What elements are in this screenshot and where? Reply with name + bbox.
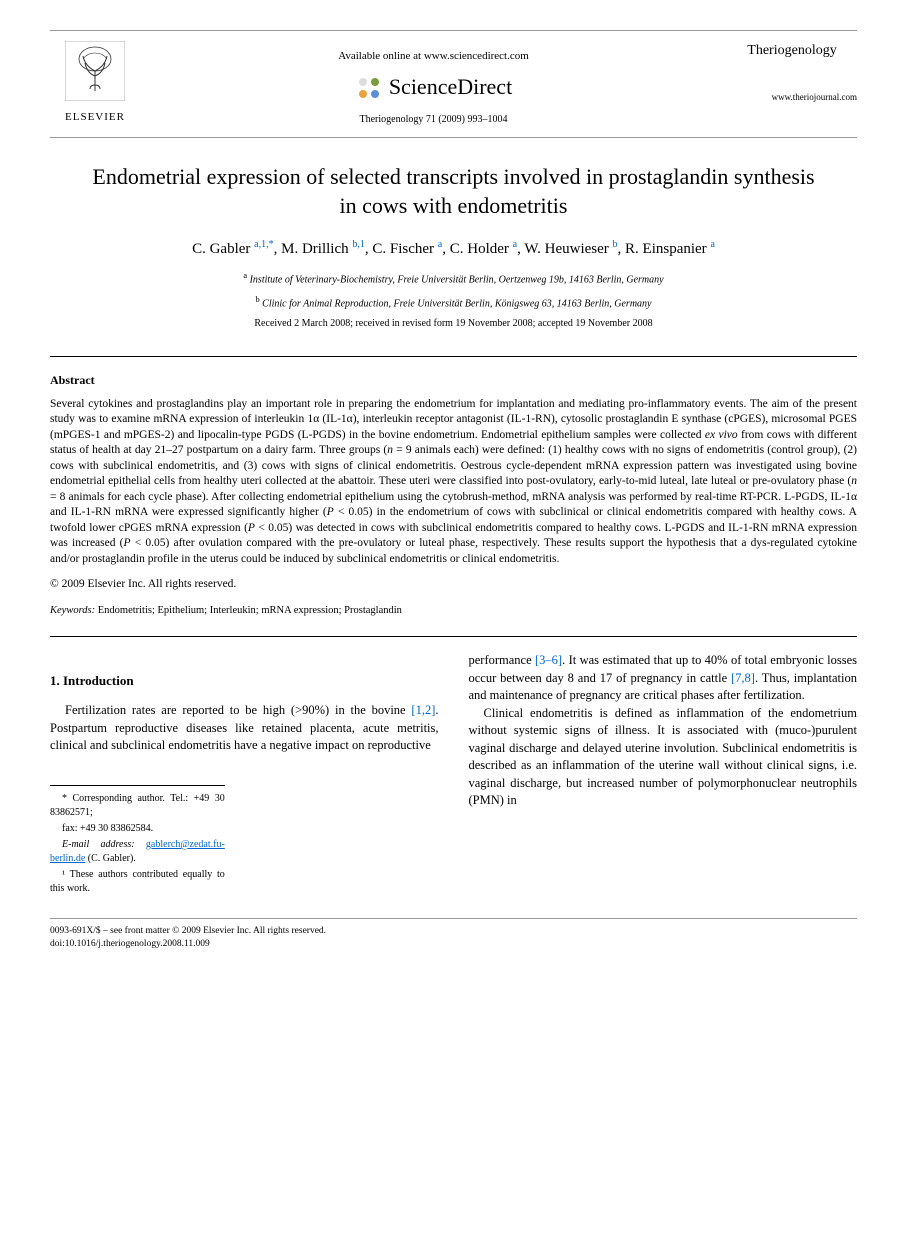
keywords-label: Keywords: bbox=[50, 605, 95, 616]
affiliation-a: a Institute of Veterinary-Biochemistry, … bbox=[50, 270, 857, 287]
body-columns: 1. Introduction Fertilization rates are … bbox=[50, 652, 857, 898]
article-dates: Received 2 March 2008; received in revis… bbox=[50, 317, 857, 331]
citation-line: Theriogenology 71 (2009) 993–1004 bbox=[140, 113, 727, 127]
keywords-values: Endometritis; Epithelium; Interleukin; m… bbox=[98, 605, 402, 616]
journal-box: Theriogenology www.theriojournal.com bbox=[727, 41, 857, 103]
abstract-heading: Abstract bbox=[50, 372, 857, 389]
journal-header: ELSEVIER Available online at www.science… bbox=[50, 30, 857, 138]
affil-b-text: Clinic for Animal Reproduction, Freie Un… bbox=[262, 298, 651, 309]
page-footer: 0093-691X/$ – see front matter © 2009 El… bbox=[50, 918, 857, 952]
publisher-name: ELSEVIER bbox=[50, 110, 140, 125]
corresponding-author: * Corresponding author. Tel.: +49 30 838… bbox=[50, 792, 225, 820]
journal-name: Theriogenology bbox=[727, 41, 857, 61]
keywords-line: Keywords: Endometritis; Epithelium; Inte… bbox=[50, 604, 857, 619]
equal-contribution-note: ¹ These authors contributed equally to t… bbox=[50, 868, 225, 896]
intro-p1: Fertilization rates are reported to be h… bbox=[50, 702, 439, 755]
author-list: C. Gabler a,1,*, M. Drillich b,1, C. Fis… bbox=[50, 238, 857, 260]
email-line: E-mail address: gablerch@zedat.fu-berlin… bbox=[50, 838, 225, 866]
right-column: performance [3–6]. It was estimated that… bbox=[469, 652, 858, 898]
available-online-text: Available online at www.sciencedirect.co… bbox=[140, 49, 727, 64]
article-title: Endometrial expression of selected trans… bbox=[90, 163, 817, 220]
sciencedirect-icon bbox=[355, 74, 383, 102]
sciencedirect-logo: ScienceDirect bbox=[140, 72, 727, 103]
footer-left-text: 0093-691X/$ – see front matter © 2009 El… bbox=[50, 925, 326, 938]
intro-heading: 1. Introduction bbox=[50, 672, 439, 690]
elsevier-tree-icon bbox=[65, 41, 125, 101]
divider-top bbox=[50, 356, 857, 357]
abstract-body: Several cytokines and prostaglandins pla… bbox=[50, 397, 857, 568]
footer-copyright: 0093-691X/$ – see front matter © 2009 El… bbox=[50, 925, 326, 952]
doi-line: doi:10.1016/j.theriogenology.2008.11.009 bbox=[50, 938, 326, 951]
copyright-line: © 2009 Elsevier Inc. All rights reserved… bbox=[50, 576, 857, 592]
left-column: 1. Introduction Fertilization rates are … bbox=[50, 652, 439, 898]
intro-p1-cont: performance [3–6]. It was estimated that… bbox=[469, 652, 858, 705]
divider-bottom bbox=[50, 636, 857, 637]
affiliation-b: b Clinic for Animal Reproduction, Freie … bbox=[50, 294, 857, 311]
fax-line: fax: +49 30 83862584. bbox=[50, 822, 225, 836]
sciencedirect-text: ScienceDirect bbox=[389, 72, 512, 103]
affil-a-text: Institute of Veterinary-Biochemistry, Fr… bbox=[250, 275, 664, 286]
publisher-logo: ELSEVIER bbox=[50, 41, 140, 125]
email-label: E-mail address: bbox=[62, 839, 135, 850]
journal-url: www.theriojournal.com bbox=[727, 91, 857, 104]
intro-p2: Clinical endometritis is defined as infl… bbox=[469, 705, 858, 810]
center-header: Available online at www.sciencedirect.co… bbox=[140, 41, 727, 127]
email-suffix: (C. Gabler). bbox=[88, 853, 136, 864]
footnotes-block: * Corresponding author. Tel.: +49 30 838… bbox=[50, 785, 225, 896]
